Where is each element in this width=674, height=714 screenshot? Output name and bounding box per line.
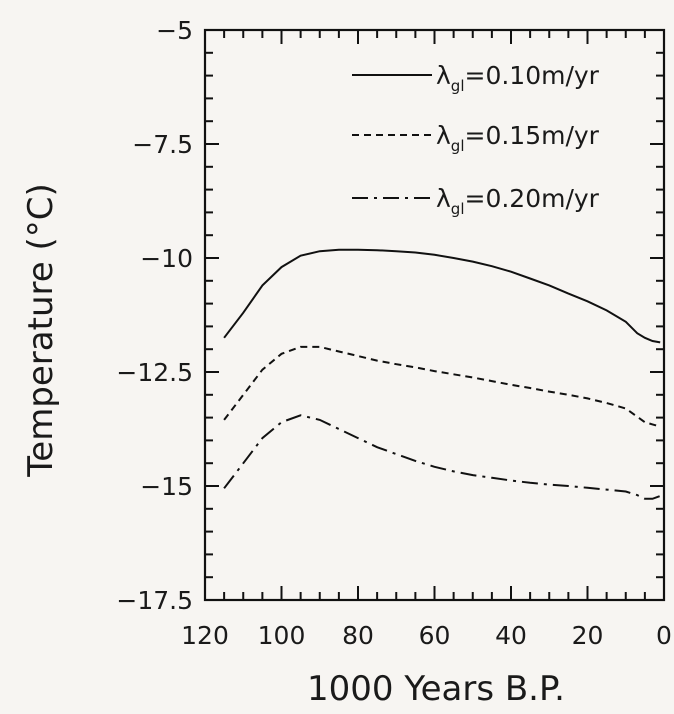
legend-label-1: λgl=0.10m/yr bbox=[436, 61, 600, 95]
legend: λgl=0.10m/yr λgl=0.15m/yr λgl=0.20m/yr bbox=[352, 61, 600, 218]
ticks bbox=[204, 29, 665, 601]
y-tick-label: −12.5 bbox=[116, 358, 193, 387]
x-tick-label: 100 bbox=[258, 621, 306, 650]
x-tick-label: 60 bbox=[419, 621, 451, 650]
series-line-2 bbox=[223, 345, 661, 428]
y-tick-label: −5 bbox=[156, 16, 193, 45]
x-tick-label: 120 bbox=[181, 621, 229, 650]
plot-area bbox=[203, 28, 666, 602]
tick-labels: 120 100 80 60 40 20 0 −5 −7.5 −10 −12.5 −15 −17.5 bbox=[116, 16, 672, 650]
y-tick-label: −10 bbox=[140, 244, 193, 273]
x-tick-label: 80 bbox=[342, 621, 374, 650]
plot-frame bbox=[203, 28, 666, 602]
x-tick-label: 40 bbox=[495, 621, 527, 650]
x-axis-label: 1000 Years B.P. bbox=[307, 669, 565, 709]
legend-label-3: λgl=0.20m/yr bbox=[436, 184, 600, 218]
curves bbox=[223, 248, 661, 500]
y-tick-label: −17.5 bbox=[116, 586, 193, 615]
y-axis-label: Temperature (°C) bbox=[21, 183, 61, 477]
series-line-3 bbox=[223, 414, 661, 500]
series-line-1 bbox=[223, 248, 661, 344]
x-tick-label: 0 bbox=[656, 621, 672, 650]
y-tick-label: −15 bbox=[140, 472, 193, 501]
y-tick-label: −7.5 bbox=[132, 130, 193, 159]
x-tick-label: 20 bbox=[572, 621, 604, 650]
legend-label-2: λgl=0.15m/yr bbox=[436, 121, 600, 155]
